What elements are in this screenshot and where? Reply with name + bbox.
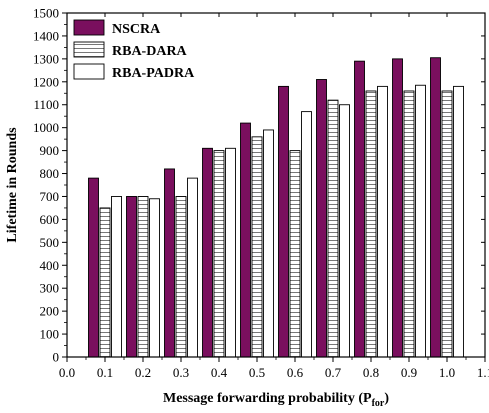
bar-nscra-1 [430,57,441,358]
x-tick-label-0.7: 0.7 [325,365,342,380]
legend: NSCRA RBA-DARA RBA-PADRA [73,19,195,81]
bar-nscra-0-5 [240,122,251,358]
x-axis-title-end: ) [384,391,389,406]
x-tick-label-0.5: 0.5 [249,365,265,380]
bar-nscra-0-4 [202,147,213,358]
y-tick-label-0: 0 [53,350,60,365]
x-tick-label-0.8: 0.8 [363,365,379,380]
y-tick-label-1300: 1300 [33,51,59,66]
bar-rba-padra-1 [453,85,464,358]
y-tick-label-1100: 1100 [33,97,59,112]
y-tick-label-1500: 1500 [33,6,59,21]
bar-rba-padra-0-7 [339,104,350,358]
x-axis: 0.0 0.1 0.2 0.3 0.4 0.5 0.6 0.7 0.8 0.9 1.0 1.1 [59,13,489,380]
bar-rba-padra-0-2 [149,198,160,358]
y-tick-label-200: 200 [40,304,60,319]
bar-nscra-0-9 [392,58,403,358]
legend-label-nscra: NSCRA [112,22,161,37]
bar-nscra-0-2 [126,196,137,358]
legend-swatch-rba-dara [73,41,105,58]
y-tick-label-900: 900 [40,143,60,158]
bar-rba-padra-0-9 [415,84,426,358]
y-tick-label-100: 100 [40,327,60,342]
bar-rba-padra-0-8 [377,85,388,358]
y-tick-label-800: 800 [40,166,60,181]
bar-rba-dara-0-5 [251,136,263,358]
y-tick-label-400: 400 [40,258,60,273]
bar-nscra-0-8 [354,60,365,358]
bar-rba-padra-0-5 [263,129,274,358]
legend-label-rba-dara: RBA-DARA [112,44,188,59]
y-tick-label-300: 300 [40,281,60,296]
bar-nscra-0-7 [316,79,327,358]
bar-rba-dara-0-8 [365,90,377,358]
bar-rba-dara-0-4 [213,150,225,358]
bar-rba-dara-1 [441,90,453,358]
y-tick-label-600: 600 [40,212,60,227]
x-tick-label-0.3: 0.3 [173,365,189,380]
bar-rba-dara-0-1 [99,207,111,358]
bar-nscra-0-3 [164,168,175,358]
y-tick-label-1000: 1000 [33,120,59,135]
bar-rba-padra-0-3 [187,177,198,358]
bar-nscra-0-6 [278,85,289,358]
x-tick-label-0.6: 0.6 [287,365,304,380]
x-tick-label-0.9: 0.9 [401,365,417,380]
bar-rba-dara-0-6 [289,150,301,358]
bar-rba-padra-0-4 [225,147,236,358]
legend-swatch-rba-padra [73,63,105,80]
y-tick-label-700: 700 [40,189,60,204]
bar-rba-dara-0-9 [403,90,415,358]
legend-swatch-nscra [73,19,105,36]
x-tick-label-0.4: 0.4 [211,365,228,380]
bars-layer [88,57,464,358]
x-tick-label-0.2: 0.2 [135,365,151,380]
bar-rba-padra-0-1 [111,196,122,358]
y-tick-label-500: 500 [40,235,60,250]
bar-rba-dara-0-2 [137,196,149,358]
x-tick-label-0.0: 0.0 [59,365,75,380]
x-tick-label-0.1: 0.1 [97,365,113,380]
bar-nscra-0-1 [88,177,99,358]
x-axis-title-main: Message forwarding probability (P [163,391,372,406]
y-tick-label-1400: 1400 [33,28,59,43]
bar-rba-padra-0-6 [301,111,312,358]
x-tick-label-1.0: 1.0 [439,365,455,380]
x-axis-title-subscript: for [372,398,385,409]
y-axis-title: Lifetime in Rounds [5,127,20,243]
bar-rba-dara-0-3 [175,196,187,358]
y-axis: 0 100 200 300 400 500 600 700 800 900 1000 1100 1200… [33,6,485,365]
bar-rba-dara-0-7 [327,99,339,358]
y-tick-label-1200: 1200 [33,74,59,89]
legend-label-rba-padra: RBA-PADRA [112,66,195,81]
x-axis-title: Message forwarding probability (Pfor) [163,391,389,409]
x-tick-label-1.1: 1.1 [477,365,489,380]
